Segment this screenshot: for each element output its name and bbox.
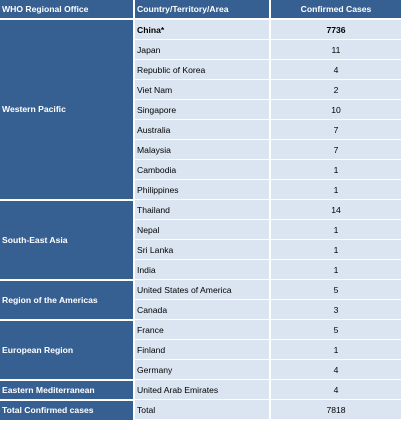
table-row: European Region France 5: [0, 319, 401, 381]
cases-cell: 4: [270, 359, 401, 380]
cases-cell: 3: [270, 299, 401, 320]
cases-cell: 7: [270, 119, 401, 140]
total-row: Total Confirmed cases Total 7818: [0, 399, 401, 420]
country-cell: Viet Nam: [134, 79, 271, 100]
table-row: Germany 4: [0, 359, 401, 380]
table-row: Japan 11: [0, 39, 401, 60]
cases-cell: 1: [270, 339, 401, 360]
cases-cell: 7736: [270, 19, 401, 40]
country-cell: Australia: [134, 119, 271, 140]
table-row: Western Pacific China* 7736: [0, 19, 401, 201]
country-cell: Republic of Korea: [134, 59, 271, 80]
region-south-east-asia: South-East Asia: [0, 199, 135, 281]
cases-cell: 4: [270, 59, 401, 80]
cases-cell: 1: [270, 179, 401, 200]
table-body: Western Pacific China* 7736 Japan 11 Republic…: [0, 19, 401, 420]
country-cell: Malaysia: [134, 139, 271, 160]
header-row: WHO Regional Office Country/Territory/Ar…: [0, 0, 401, 20]
cases-cell: 4: [270, 379, 401, 400]
total-cases: 7818: [270, 399, 401, 420]
table-row: Viet Nam 2: [0, 79, 401, 100]
country-cell: Thailand: [134, 199, 271, 220]
header-cases: Confirmed Cases: [270, 0, 401, 20]
cases-cell: 1: [270, 239, 401, 260]
country-cell: Japan: [134, 39, 271, 60]
country-cell: Sri Lanka: [134, 239, 271, 260]
country-cell: United States of America: [134, 279, 271, 300]
table-row: Australia 7: [0, 119, 401, 140]
cases-cell: 5: [270, 279, 401, 300]
table-row: Malaysia 7: [0, 139, 401, 160]
cases-cell: 1: [270, 219, 401, 240]
table-row: India 1: [0, 259, 401, 280]
cases-cell: 5: [270, 319, 401, 340]
country-cell: France: [134, 319, 271, 340]
region-european-region: European Region: [0, 319, 135, 381]
country-cell: India: [134, 259, 271, 280]
country-cell: Nepal: [134, 219, 271, 240]
table-row: Cambodia 1: [0, 159, 401, 180]
table-row: South-East Asia Thailand 14: [0, 199, 401, 281]
country-cell: United Arab Emirates: [134, 379, 271, 400]
cases-cell: 14: [270, 199, 401, 220]
header-country: Country/Territory/Area: [134, 0, 271, 20]
table-row: Singapore 10: [0, 99, 401, 120]
table-row: Philippines 1: [0, 179, 401, 200]
country-cell: China*: [134, 19, 271, 40]
region-western-pacific: Western Pacific: [0, 19, 135, 201]
country-cell: Finland: [134, 339, 271, 360]
country-cell: Philippines: [134, 179, 271, 200]
cases-cell: 1: [270, 259, 401, 280]
total-country: Total: [134, 399, 271, 420]
table-row: Region of the Americas United States of A…: [0, 279, 401, 321]
table-row: Sri Lanka 1: [0, 239, 401, 260]
cases-cell: 2: [270, 79, 401, 100]
cases-cell: 7: [270, 139, 401, 160]
country-cell: Cambodia: [134, 159, 271, 180]
cases-cell: 10: [270, 99, 401, 120]
cases-cell: 11: [270, 39, 401, 60]
table-row: Eastern Mediterranean United Arab Emirate…: [0, 379, 401, 401]
country-cell: Singapore: [134, 99, 271, 120]
table-row: Nepal 1: [0, 219, 401, 240]
table-row: Finland 1: [0, 339, 401, 360]
table-row: Canada 3: [0, 299, 401, 320]
header-office: WHO Regional Office: [0, 0, 135, 20]
country-cell: Germany: [134, 359, 271, 380]
table-row: Republic of Korea 4: [0, 59, 401, 80]
cases-cell: 1: [270, 159, 401, 180]
region-eastern-mediterranean: Eastern Mediterranean: [0, 379, 135, 401]
country-cell: Canada: [134, 299, 271, 320]
total-label: Total Confirmed cases: [0, 399, 135, 420]
region-region-of-the-americas: Region of the Americas: [0, 279, 135, 321]
